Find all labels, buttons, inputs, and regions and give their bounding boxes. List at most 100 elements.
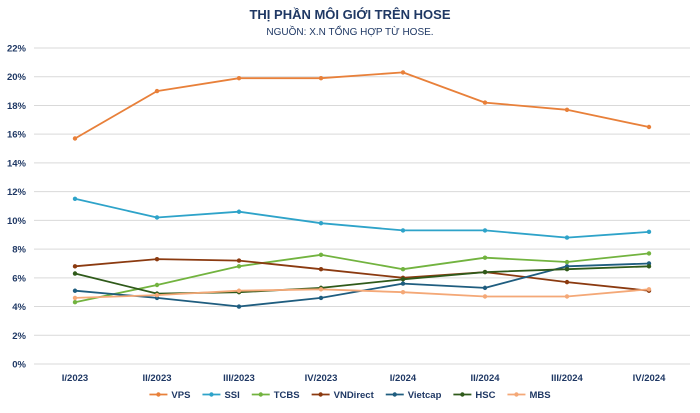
legend-item-mbs: MBS (507, 390, 551, 401)
legend-item-vietcap: Vietcap (385, 390, 442, 401)
legend-item-hsc: HSC (453, 390, 496, 401)
x-tick-label: IV/2023 (305, 373, 338, 384)
y-tick-label: 22% (7, 44, 27, 55)
data-point (72, 136, 78, 141)
legend-item-ssi: SSI (202, 390, 240, 401)
data-point (646, 124, 652, 130)
legend-marker (514, 392, 519, 397)
legend-label: VPS (171, 390, 190, 401)
series-line (74, 197, 650, 239)
y-tick-label: 6% (12, 273, 26, 284)
series-lines (72, 70, 652, 309)
x-axis-ticks: I/2023 II/2023 III/2023 IV/2023 I/2024 II/202… (62, 373, 666, 384)
data-point (154, 256, 160, 262)
data-point (72, 288, 78, 293)
legend-item-vps: VPS (149, 390, 190, 401)
legend-label: HSC (475, 390, 495, 401)
data-point (318, 267, 324, 272)
x-tick-label: I/2024 (390, 373, 417, 384)
data-point (236, 288, 242, 293)
y-tick-label: 16% (7, 130, 27, 141)
series-tcbs (72, 251, 652, 305)
legend-marker (156, 392, 161, 397)
x-tick-label: I/2023 (62, 373, 88, 384)
data-point (154, 292, 160, 298)
data-point (646, 264, 652, 269)
data-point (564, 294, 570, 299)
data-point (72, 264, 78, 269)
data-point (318, 252, 324, 258)
data-point (564, 107, 570, 112)
series-line (74, 258, 650, 292)
data-point (236, 258, 242, 263)
legend: VPS SSI TCBS VNDirect Vietcap HSC MBS (149, 390, 551, 401)
y-tick-label: 0% (12, 360, 26, 371)
x-tick-label: II/2023 (142, 373, 171, 384)
series-vps (72, 70, 652, 141)
legend-item-vndirect: VNDirect (311, 390, 375, 401)
series-line (74, 288, 650, 299)
chart-subtitle: NGUỒN: X.N TỔNG HỢP TỪ HOSE. (266, 25, 433, 38)
y-tick-label: 14% (7, 158, 27, 169)
data-point (154, 215, 160, 220)
y-axis-ticks: 0% 2% 4% 6% 8% 10% 12% 14% 16% 18% 20% 22% (7, 44, 27, 371)
data-point (482, 255, 488, 260)
legend-marker (392, 392, 397, 397)
legend-label: TCBS (274, 390, 300, 401)
data-point (646, 287, 652, 292)
data-point (564, 267, 570, 272)
y-tick-label: 20% (7, 72, 27, 83)
data-point (236, 209, 242, 214)
data-point (400, 267, 406, 272)
data-point (400, 289, 406, 295)
data-point (564, 279, 570, 285)
legend-marker (460, 392, 465, 397)
legend-label: Vietcap (408, 390, 442, 401)
data-point (482, 285, 488, 291)
data-point (72, 271, 78, 276)
data-point (400, 277, 406, 282)
data-point (482, 100, 488, 105)
data-point (72, 300, 78, 305)
data-point (318, 75, 324, 81)
y-tick-label: 8% (12, 245, 26, 256)
data-point (400, 281, 406, 286)
data-point (72, 196, 78, 202)
chart-title: THỊ PHẦN MÔI GIỚI TRÊN HOSE (249, 7, 450, 22)
data-point (482, 269, 488, 275)
legend-marker (258, 392, 263, 397)
series-line (74, 265, 650, 295)
data-point (236, 304, 242, 309)
data-point (72, 295, 78, 301)
y-tick-label: 10% (7, 216, 27, 227)
legend-marker (209, 392, 214, 397)
data-point (482, 294, 488, 299)
legend-item-tcbs: TCBS (251, 390, 300, 401)
gridlines (34, 47, 690, 365)
data-point (400, 70, 406, 75)
series-ssi (72, 196, 652, 240)
data-point (318, 295, 324, 301)
legend-marker (318, 392, 323, 397)
series-line (74, 71, 650, 140)
data-point (482, 228, 488, 233)
data-point (154, 282, 160, 288)
legend-label: VNDirect (334, 390, 375, 401)
data-point (564, 235, 570, 240)
legend-label: SSI (224, 390, 239, 401)
x-tick-label: III/2023 (223, 373, 255, 384)
data-point (236, 75, 242, 81)
data-point (154, 88, 160, 94)
data-point (318, 221, 324, 226)
series-mbs (72, 287, 652, 301)
x-tick-label: IV/2024 (633, 373, 666, 384)
y-tick-label: 18% (7, 101, 27, 112)
x-tick-label: III/2024 (551, 373, 583, 384)
y-tick-label: 2% (12, 331, 26, 342)
data-point (318, 287, 324, 292)
data-point (400, 228, 406, 233)
y-tick-label: 4% (12, 302, 26, 313)
x-tick-label: II/2024 (470, 373, 500, 384)
legend-label: MBS (529, 390, 550, 401)
